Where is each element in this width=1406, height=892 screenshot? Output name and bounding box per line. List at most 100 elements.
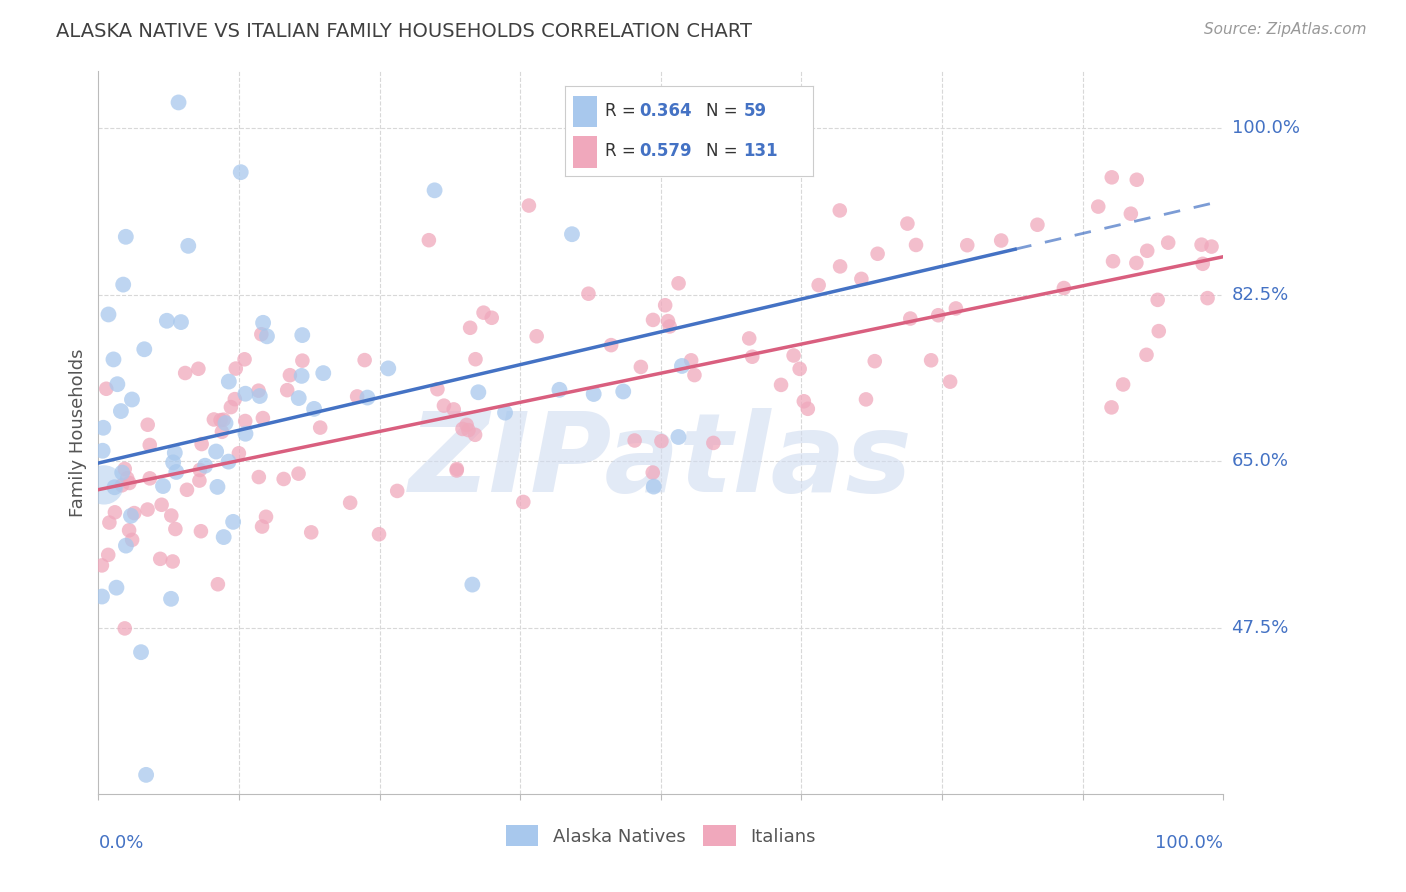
Point (190, 524, 212, 539)
Point (863, 354, 886, 368)
Point (105, 581, 128, 595)
Point (160, 508, 183, 523)
Point (582, 387, 605, 401)
Text: 82.5%: 82.5% (1232, 285, 1289, 304)
Point (120, 508, 142, 523)
Point (219, 400, 242, 414)
Point (1101, 401, 1123, 415)
Point (464, 427, 486, 442)
Point (561, 227, 583, 242)
Point (273, 472, 295, 486)
Point (291, 328, 314, 343)
Point (207, 480, 229, 494)
Point (187, 361, 209, 376)
Point (356, 391, 378, 405)
Point (346, 389, 368, 403)
Point (451, 422, 474, 436)
Point (512, 495, 534, 509)
Text: 100.0%: 100.0% (1156, 834, 1223, 852)
Point (368, 527, 391, 541)
Point (654, 298, 676, 312)
Point (177, 239, 200, 253)
Text: 100.0%: 100.0% (1232, 120, 1299, 137)
Point (134, 343, 156, 357)
Point (97, 548, 120, 562)
Point (807, 278, 830, 293)
Point (1157, 235, 1180, 250)
Point (174, 366, 197, 380)
Point (211, 425, 233, 439)
Point (129, 645, 152, 659)
Point (287, 391, 309, 405)
Point (793, 394, 815, 409)
Point (115, 539, 138, 553)
Point (353, 353, 375, 368)
Point (956, 238, 979, 252)
Point (121, 392, 143, 407)
Text: ZIPatlas: ZIPatlas (409, 408, 912, 515)
Point (112, 277, 135, 292)
Point (252, 411, 274, 425)
Point (1201, 239, 1223, 253)
Point (114, 229, 136, 244)
Point (1126, 173, 1149, 187)
Point (789, 362, 811, 376)
Point (188, 474, 211, 488)
Point (738, 331, 761, 345)
Point (467, 385, 489, 400)
Point (472, 306, 495, 320)
Point (851, 272, 873, 286)
Point (641, 466, 664, 480)
Point (464, 352, 486, 367)
Point (212, 530, 235, 544)
Point (222, 515, 245, 529)
Point (990, 234, 1012, 248)
Point (1136, 244, 1159, 258)
Point (256, 329, 278, 343)
Point (782, 349, 804, 363)
Point (163, 446, 186, 460)
Point (643, 480, 665, 494)
Point (426, 382, 449, 396)
Point (309, 420, 332, 434)
Point (494, 406, 516, 420)
Text: ALASKA NATIVE VS ITALIAN FAMILY HOUSEHOLDS CORRELATION CHART: ALASKA NATIVE VS ITALIAN FAMILY HOUSEHOL… (56, 22, 752, 41)
Point (136, 417, 159, 432)
Point (458, 320, 481, 334)
Point (278, 368, 301, 383)
Point (111, 478, 134, 492)
Point (526, 329, 548, 343)
Point (93, 478, 115, 492)
Point (1135, 348, 1157, 362)
Point (299, 525, 322, 540)
Point (927, 308, 949, 322)
Point (250, 519, 273, 533)
Text: Source: ZipAtlas.com: Source: ZipAtlas.com (1204, 22, 1367, 37)
Point (233, 414, 256, 428)
Point (104, 505, 127, 519)
Point (548, 383, 571, 397)
Point (247, 384, 270, 398)
Point (228, 446, 250, 460)
Point (578, 286, 600, 301)
Point (1119, 207, 1142, 221)
Point (276, 383, 298, 397)
Point (118, 475, 141, 490)
Point (218, 455, 240, 469)
Point (650, 434, 672, 449)
Point (118, 524, 141, 538)
Point (1191, 257, 1213, 271)
Point (115, 471, 138, 485)
Point (1101, 170, 1123, 185)
Text: 65.0%: 65.0% (1232, 452, 1288, 470)
Point (165, 465, 187, 479)
Point (114, 462, 136, 476)
Point (387, 483, 409, 498)
Point (1026, 218, 1049, 232)
Point (423, 183, 446, 197)
Point (433, 399, 456, 413)
Point (160, 591, 183, 606)
Point (97, 308, 120, 322)
Point (681, 353, 703, 368)
Point (866, 246, 889, 260)
